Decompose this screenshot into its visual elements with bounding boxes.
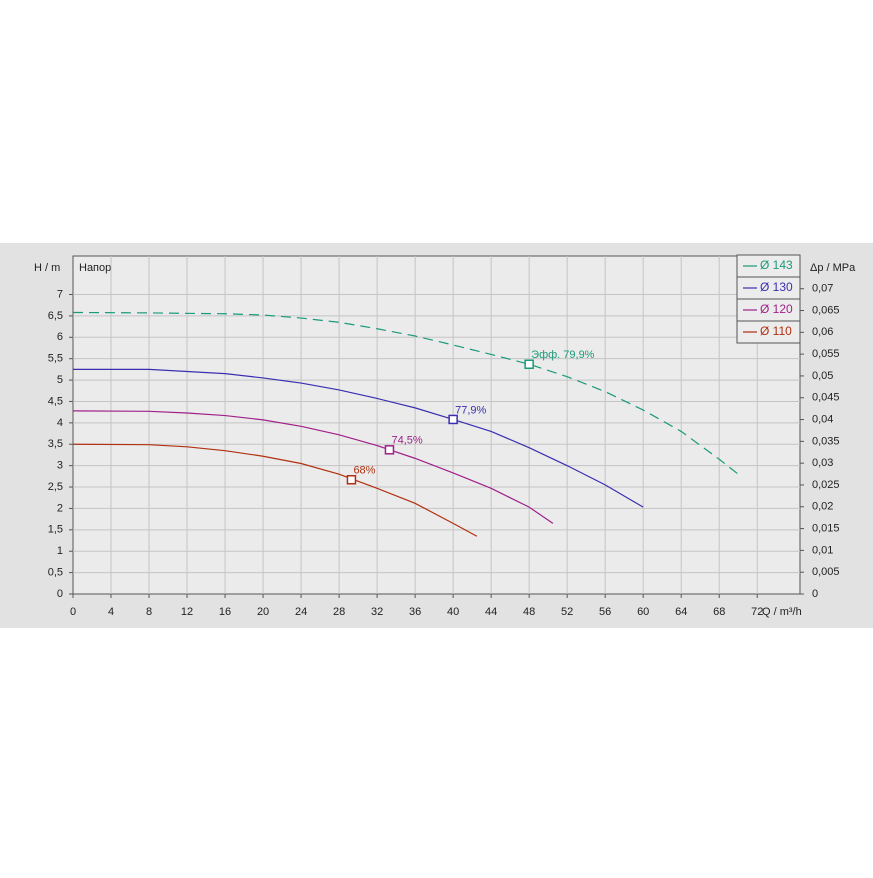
y-tick-label: 5,5 <box>48 353 63 365</box>
legend-label: Ø 143 <box>760 258 793 272</box>
y2-tick-label: 0,04 <box>812 413 833 425</box>
plot-area <box>72 255 801 595</box>
x-tick-label: 72 <box>751 606 763 618</box>
x-tick-label: 60 <box>637 606 649 618</box>
y2-tick-label: 0,005 <box>812 566 840 578</box>
x-tick-label: 32 <box>371 606 383 618</box>
y-tick-label: 4,5 <box>48 395 63 407</box>
x-label: Q / m³/h <box>762 606 802 618</box>
x-tick-label: 8 <box>146 606 152 618</box>
bep-marker <box>384 445 395 455</box>
x-tick-label: 4 <box>108 606 114 618</box>
x-tick-label: 24 <box>295 606 307 618</box>
y2-tick-label: 0,065 <box>812 304 840 316</box>
y-tick-label: 7 <box>57 288 63 300</box>
bep-marker <box>524 359 534 369</box>
bep-label: 77,9% <box>455 404 486 416</box>
x-tick-label: 48 <box>523 606 535 618</box>
y-tick-label: 4 <box>57 417 63 429</box>
y-tick-label: 0,5 <box>48 567 63 579</box>
y2-tick-label: 0 <box>812 588 818 600</box>
y2-tick-label: 0,035 <box>812 435 840 447</box>
bep-marker <box>346 475 357 485</box>
x-tick-label: 64 <box>675 606 687 618</box>
bep-label: 68% <box>353 465 375 477</box>
x-tick-label: 20 <box>257 606 269 618</box>
x-tick-label: 68 <box>713 606 725 618</box>
y-tick-label: 5 <box>57 374 63 386</box>
y-title: Напор <box>79 262 111 274</box>
y-tick-label: 2,5 <box>48 481 63 493</box>
y2-tick-label: 0,02 <box>812 501 833 513</box>
y2-tick-label: 0,055 <box>812 348 840 360</box>
y2-tick-label: 0,07 <box>812 283 833 295</box>
y-label: H / m <box>34 262 60 274</box>
legend-label: Ø 120 <box>760 302 793 316</box>
y2-tick-label: 0,025 <box>812 479 840 491</box>
y2-tick-label: 0,05 <box>812 370 833 382</box>
y2-tick-label: 0,045 <box>812 392 840 404</box>
x-tick-label: 44 <box>485 606 497 618</box>
x-tick-label: 52 <box>561 606 573 618</box>
y-tick-label: 3,5 <box>48 438 63 450</box>
y-tick-label: 0 <box>57 588 63 600</box>
y2-tick-label: 0,03 <box>812 457 833 469</box>
y-tick-label: 6 <box>57 331 63 343</box>
legend-label: Ø 110 <box>760 324 792 338</box>
curve <box>72 443 478 537</box>
x-tick-label: 40 <box>447 606 459 618</box>
legend-label: Ø 130 <box>760 280 793 294</box>
y-tick-label: 2 <box>57 502 63 514</box>
x-tick-label: 56 <box>599 606 611 618</box>
curve <box>73 368 644 508</box>
bep-marker <box>448 414 458 425</box>
y2-tick-label: 0,06 <box>812 326 833 338</box>
x-tick-label: 16 <box>219 606 231 618</box>
y-tick-label: 6,5 <box>48 310 63 322</box>
bep-label: 74,5% <box>391 435 422 447</box>
x-tick-label: 0 <box>70 606 76 618</box>
bep-label: Эфф. 79,9% <box>531 349 595 361</box>
x-tick-label: 12 <box>181 606 193 618</box>
y-tick-label: 3 <box>57 460 63 472</box>
curve <box>72 410 554 524</box>
x-tick-label: 28 <box>333 606 345 618</box>
curve <box>72 311 739 475</box>
y-tick-label: 1,5 <box>48 524 63 536</box>
y2-tick-label: 0,015 <box>812 522 840 534</box>
y2-label: Δp / MPa <box>810 262 856 274</box>
y-tick-label: 1 <box>57 545 63 557</box>
x-tick-label: 36 <box>409 606 421 618</box>
y2-tick-label: 0,01 <box>812 544 833 556</box>
